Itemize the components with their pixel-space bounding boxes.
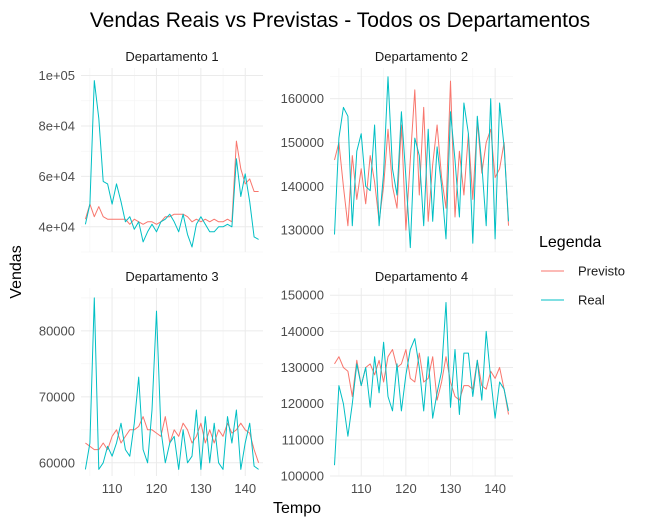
panel-departamento-4: 100000 110000 120000 130000 140000 150000 Depa… <box>281 269 513 496</box>
series-line-real <box>334 302 509 466</box>
panel-title: Departamento 1 <box>125 49 218 64</box>
panel-title: Departamento 4 <box>375 269 468 284</box>
x-tick-label: 110 <box>351 481 372 496</box>
series-line-real <box>84 80 259 248</box>
panel-title: Departamento 2 <box>375 49 468 64</box>
y-tick-label: 80000 <box>39 323 75 338</box>
series-line-real <box>84 297 259 470</box>
y-axis-title: Vendas <box>8 245 25 298</box>
legend-label: Previsto <box>578 264 625 279</box>
y-tick-label: 60000 <box>39 455 75 470</box>
y-tick-label: 6e+04 <box>38 169 75 184</box>
y-tick-label: 1e+05 <box>38 68 75 83</box>
y-tick-label: 150000 <box>281 288 324 303</box>
y-tick-label: 140000 <box>281 179 324 194</box>
y-tick-label: 70000 <box>39 389 75 404</box>
legend-item-previsto: Previsto <box>541 264 625 279</box>
x-tick-label: 130 <box>440 481 462 496</box>
series-line-real <box>334 76 509 249</box>
panel-departamento-3: 60000 70000 80000 Departamento 3 110 120 130 14… <box>39 269 263 496</box>
x-tick-label: 110 <box>102 481 123 496</box>
y-tick-label: 150000 <box>281 135 324 150</box>
y-tick-label: 140000 <box>281 324 324 339</box>
panel-departamento-1: 4e+04 6e+04 8e+04 1e+05 Departamento 1 <box>38 49 263 253</box>
facet-panels: 4e+04 6e+04 8e+04 1e+05 Departamento 1 130000… <box>38 49 513 496</box>
legend: Legenda Previsto Real <box>539 234 625 308</box>
panel-departamento-2: 130000 140000 150000 160000 Departamento 2 <box>281 49 513 253</box>
y-tick-label: 130000 <box>281 360 324 375</box>
legend-item-real: Real <box>541 293 605 308</box>
panel-title: Departamento 3 <box>125 269 218 284</box>
legend-label: Real <box>578 293 605 308</box>
x-axis-title: Tempo <box>273 500 321 517</box>
x-tick-label: 140 <box>484 481 506 496</box>
y-tick-label: 8e+04 <box>38 118 75 133</box>
y-tick-label: 130000 <box>281 223 324 238</box>
x-tick-label: 120 <box>146 481 168 496</box>
y-tick-label: 110000 <box>282 432 324 447</box>
series-line-previsto <box>334 80 509 231</box>
y-tick-label: 160000 <box>281 91 324 106</box>
x-tick-label: 140 <box>234 481 256 496</box>
x-tick-label: 130 <box>190 481 212 496</box>
legend-title: Legenda <box>539 234 601 251</box>
series-line-previsto <box>84 140 259 225</box>
y-tick-label: 100000 <box>281 469 324 484</box>
chart-title: Vendas Reais vs Previstas - Todos os Dep… <box>90 9 590 32</box>
y-tick-label: 4e+04 <box>38 219 75 234</box>
y-tick-label: 120000 <box>281 396 324 411</box>
x-tick-label: 120 <box>395 481 417 496</box>
